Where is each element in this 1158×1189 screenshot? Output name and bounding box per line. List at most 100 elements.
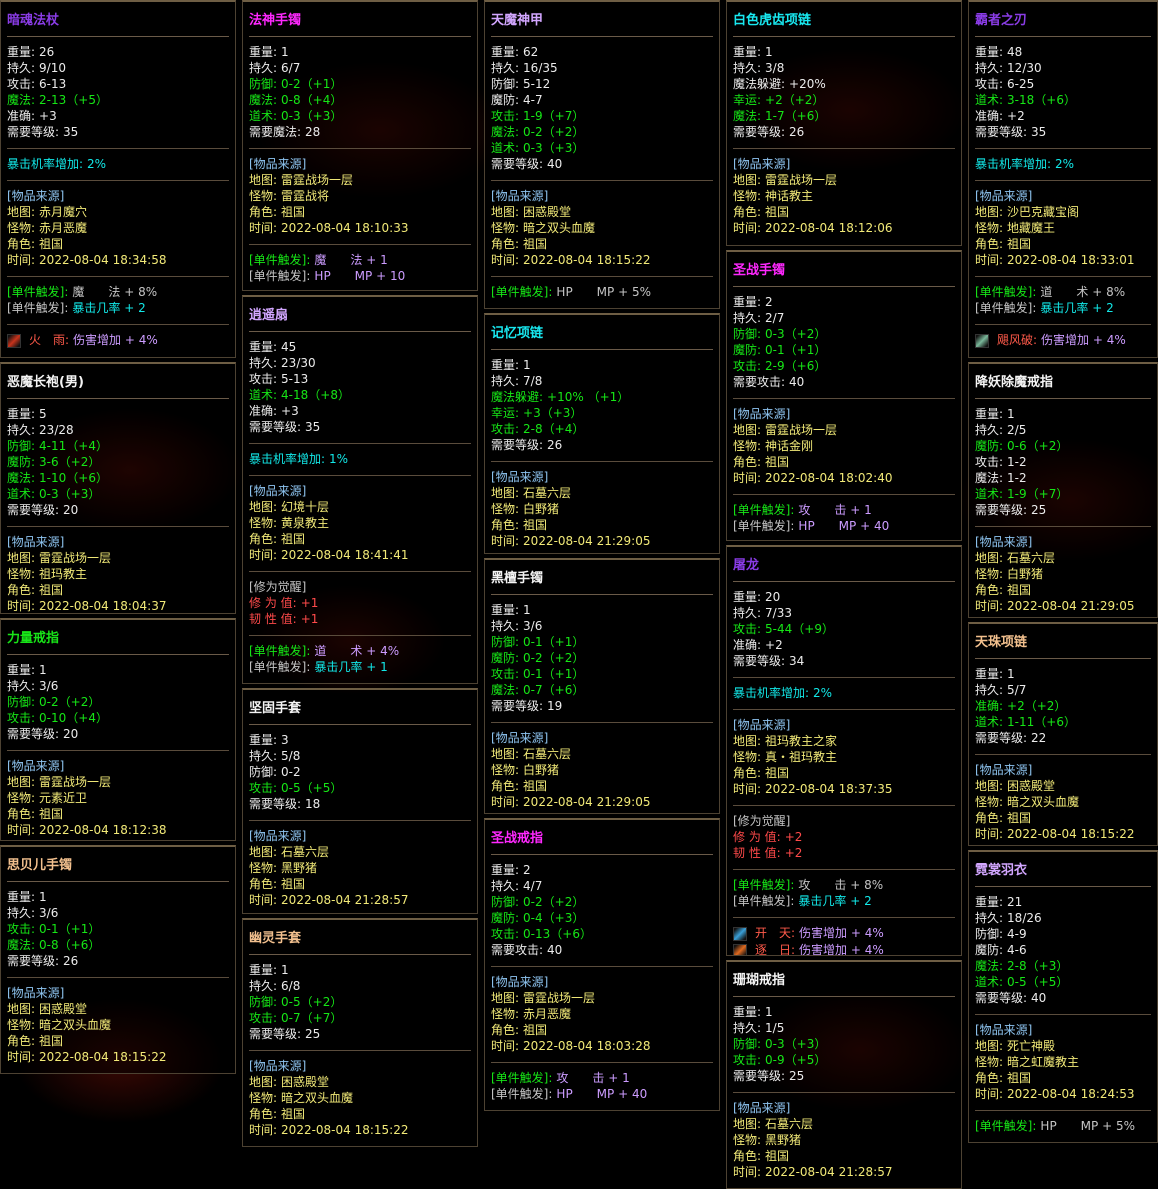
tooltip-line: 时间: 2022-08-04 21:29:05 — [491, 533, 713, 549]
line-label: [单件触发]: — [7, 285, 69, 299]
line-label: 持久: — [7, 906, 36, 920]
line-value: 35 — [305, 420, 321, 434]
tooltip-section: 火 雨: 伤害增加 + 4% — [7, 325, 229, 357]
line-value: 2022-08-04 21:29:05 — [1007, 599, 1135, 613]
line-value: 6/8 — [281, 979, 301, 993]
line-value: 神话教主 — [765, 189, 814, 203]
line-label: 地图: — [249, 1075, 278, 1089]
line-label: 魔法: — [7, 93, 36, 107]
tooltip-line: 角色: 祖国 — [975, 582, 1151, 598]
line-label: 持久: — [249, 749, 278, 763]
tooltip-line: 时间: 2022-08-04 21:29:05 — [491, 794, 713, 810]
tooltip-line: 时间: 2022-08-04 18:04:37 — [7, 598, 229, 613]
line-label: 需要等级: — [491, 157, 544, 171]
line-value: 祖国 — [523, 237, 548, 251]
tooltip-line: 魔防: 3-6（+2） — [7, 454, 229, 470]
line-value: 2022-08-04 21:29:05 — [523, 534, 651, 548]
line-label: 幸运: — [491, 406, 520, 420]
tooltip-line: 角色: 祖国 — [249, 876, 471, 892]
tooltip-line: [单件触发]: 魔 法 + 8% — [7, 284, 229, 300]
item-tooltip-card: 逍遥扇 重量: 45 持久: 23/30 攻击: 5-13 道术: 4-18（+8） 准确: +3 需… — [242, 295, 478, 684]
line-value: +3 — [39, 109, 57, 123]
line-label: 时间: — [975, 827, 1004, 841]
tooltip-line: 持久: 3/8 — [733, 60, 955, 76]
line-value: 祖国 — [39, 1034, 64, 1048]
line-value: 0-2（+2） — [523, 125, 585, 139]
line-value: 26 — [789, 125, 805, 139]
line-label: [物品来源] — [975, 535, 1033, 549]
tooltip-line: 持久: 23/28 — [7, 422, 229, 438]
tooltip-line: 暴击机率增加: 2% — [7, 156, 229, 172]
line-value: 2 — [523, 863, 531, 877]
tooltip-line: 道术: 4-18（+8） — [249, 387, 471, 403]
line-label: 需要等级: — [7, 727, 60, 741]
line-label: 角色: — [975, 237, 1004, 251]
tooltip-line: 攻击: 5-13 — [249, 371, 471, 387]
line-value: 26 — [39, 45, 55, 59]
line-value: 40 — [789, 375, 805, 389]
tooltip-line: 防御: 0-1（+1） — [491, 634, 713, 650]
tooltip-line: 魔防: 0-2（+2） — [491, 650, 713, 666]
tooltip-section: [物品来源] 地图: 困惑殿堂 怪物: 暗之双头血魔 角色: 祖国 时间: 2022-08-04… — [7, 978, 229, 1073]
tooltip-line: [物品来源] — [733, 406, 955, 422]
line-value: 1/5 — [765, 1021, 785, 1035]
tooltip-line: [单件触发]: 攻 击 + 1 — [491, 1070, 713, 1086]
line-value: +10% （+1） — [547, 390, 630, 404]
tooltip-line: 攻击: 6-13 — [7, 76, 229, 92]
line-label: [物品来源] — [733, 718, 791, 732]
line-label: 魔法: — [7, 938, 36, 952]
tooltip-line: 持久: 3/6 — [7, 678, 229, 694]
line-value: 0-2（+2） — [523, 651, 585, 665]
line-label: 重量: — [733, 1005, 762, 1019]
kaitian-icon — [733, 926, 747, 941]
line-value: 祖国 — [39, 807, 64, 821]
tooltip-section: [物品来源] 地图: 雷霆战场一层 怪物: 赤月恶魔 角色: 祖国 时间: 2022-08-04… — [491, 967, 713, 1063]
tooltip-section: [单件触发]: HP MP + 5% — [491, 277, 713, 308]
line-value: 祖国 — [1007, 1071, 1032, 1085]
tooltip-line: 重量: 62 — [491, 44, 713, 60]
line-label: 重量: — [975, 407, 1004, 421]
tooltip-section: 重量: 26 持久: 9/10 攻击: 6-13 魔法: 2-13（+5） 准确: +3 需要等级:… — [7, 37, 229, 149]
line-label: 需要等级: — [733, 654, 786, 668]
tooltip-line: 魔法躲避: +10% （+1） — [491, 389, 713, 405]
item-name: 思贝儿手镯 — [7, 847, 229, 882]
zhuri-icon — [733, 943, 747, 955]
line-label: 时间: — [733, 221, 762, 235]
tooltip-line: [单件触发]: 暴击几率 + 2 — [733, 893, 955, 909]
line-value: 2022-08-04 21:28:57 — [281, 893, 409, 907]
line-label: 幸运: — [733, 93, 762, 107]
line-label: [物品来源] — [7, 759, 65, 773]
line-value: HP MP + 5% — [556, 285, 651, 299]
line-label: 时间: — [491, 253, 520, 267]
tooltip-line: [物品来源] — [491, 730, 713, 746]
tooltip-line: [物品来源] — [249, 1058, 471, 1074]
line-label: 持久: — [491, 879, 520, 893]
line-value: 0-3（+3） — [39, 487, 101, 501]
line-value: 16/35 — [523, 61, 558, 75]
line-label: 地图: — [733, 1117, 762, 1131]
line-label: [修为觉醒] — [733, 814, 791, 828]
line-label: 时间: — [733, 782, 762, 796]
tooltip-line: 魔法: 1-7（+6） — [733, 108, 955, 124]
tooltip-line: 怪物: 神话金刚 — [733, 438, 955, 454]
line-value: 7/33 — [765, 606, 792, 620]
line-value: 0-7（+6） — [523, 683, 585, 697]
tooltip-line: 持久: 2/7 — [733, 310, 955, 326]
line-label: [单件触发]: — [733, 503, 795, 517]
line-label: 怪物: — [491, 763, 520, 777]
line-value: 2-13（+5） — [39, 93, 108, 107]
tooltip-line: [物品来源] — [733, 156, 955, 172]
line-value: 道 术 + 4% — [314, 644, 400, 658]
line-value: 1 — [1007, 407, 1015, 421]
line-value: +2 — [765, 638, 783, 652]
line-label: [单件触发]: — [491, 1071, 553, 1085]
item-name: 圣战手镯 — [733, 252, 955, 287]
tooltip-line: 需要魔法: 28 — [249, 124, 471, 140]
tooltip-section: [物品来源] 地图: 石墓六层 怪物: 白野猪 角色: 祖国 时间: 2022-08-04 21… — [491, 723, 713, 813]
line-value: 35 — [63, 125, 79, 139]
tooltip-line: 持久: 6/7 — [249, 60, 471, 76]
tooltip-section: [物品来源] 地图: 雷霆战场一层 怪物: 元素近卫 角色: 祖国 时间: 2022-08-04… — [7, 751, 229, 840]
tooltip-section: 重量: 2 持久: 4/7 防御: 0-2（+2） 魔防: 0-4（+3） 攻击: 0-13（+6… — [491, 855, 713, 967]
line-value: 22 — [1031, 731, 1047, 745]
line-label: 持久: — [975, 911, 1004, 925]
